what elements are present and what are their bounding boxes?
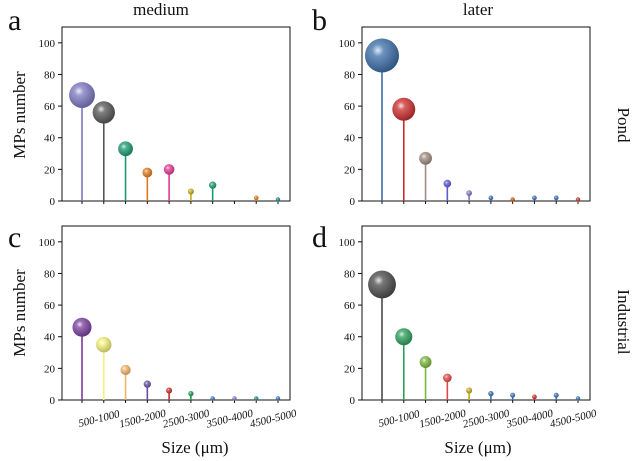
lollipop-head-shine xyxy=(532,195,537,201)
y-tick-label: 60 xyxy=(344,300,356,312)
lollipop-head-shine xyxy=(253,195,259,201)
y-tick-label: 0 xyxy=(350,395,356,407)
lollipop-head-shine xyxy=(142,167,153,178)
lollipop-head-shine xyxy=(187,188,194,195)
plot-frame xyxy=(61,225,291,401)
y-tick-label: 20 xyxy=(44,164,56,176)
y-tick-label: 0 xyxy=(50,395,56,407)
lollipop-head-shine xyxy=(166,387,173,394)
y-tick-label: 20 xyxy=(44,363,56,375)
lollipop-head-shine xyxy=(275,197,281,202)
y-tick-label: 80 xyxy=(44,268,56,280)
y-tick-label: 40 xyxy=(44,133,56,145)
panel-letter-b: b xyxy=(312,4,327,37)
y-tick-label: 20 xyxy=(344,363,356,375)
y-tick-label: 80 xyxy=(44,69,56,81)
y-tick-label: 60 xyxy=(344,101,356,113)
panel-b: b 0 20 40 60 80 100 xyxy=(312,4,591,208)
lollipop-head-shine xyxy=(163,164,175,175)
y-tick-label: 40 xyxy=(344,133,356,145)
panel-d: d 0 20 40 60 80 100 500-10001500-20002500-30003… xyxy=(312,221,598,431)
x-axis-label-right: Size (μm) xyxy=(444,438,511,457)
x-category-label: 500-1000 xyxy=(77,408,121,430)
row-label-pond: Pond xyxy=(614,108,633,143)
lollipop-head-shine xyxy=(210,396,215,401)
lollipop-head-shine xyxy=(395,328,413,346)
lollipop-head-shine xyxy=(443,373,452,383)
lollipop-head-shine xyxy=(254,396,259,401)
y-tick-label: 80 xyxy=(344,69,356,81)
lollipop-head-shine xyxy=(466,387,473,394)
x-category-label: 500-1000 xyxy=(377,408,421,430)
column-title-later: later xyxy=(463,0,494,19)
y-tick-label: 20 xyxy=(344,164,356,176)
y-axis-label-top: MPs number xyxy=(10,71,29,159)
lollipop-head-shine xyxy=(143,380,151,388)
lollipop-head-shine xyxy=(575,396,581,401)
lollipop-head-shine xyxy=(232,396,237,401)
plot-frame xyxy=(361,225,591,401)
x-category-label: 1500-2000 xyxy=(118,407,168,430)
lollipop-head-shine xyxy=(118,141,133,157)
x-category-label: 1500-2000 xyxy=(418,407,468,430)
lollipop-head-shine xyxy=(510,392,516,398)
y-tick-label: 100 xyxy=(339,38,356,50)
lollipop-head-shine xyxy=(275,396,281,401)
y-tick-label: 100 xyxy=(339,237,356,249)
x-category-label: 2500-3000 xyxy=(462,407,512,430)
x-category-label: 3500-4000 xyxy=(204,407,255,431)
row-label-industrial: Industrial xyxy=(614,289,633,354)
lollipop-head-shine xyxy=(72,317,92,337)
lollipop-head-shine xyxy=(392,97,416,121)
column-title-medium: medium xyxy=(133,0,189,19)
x-axis-label-left: Size (μm) xyxy=(161,438,228,457)
lollipop-head-shine xyxy=(69,82,95,108)
lollipop-head-shine xyxy=(368,270,396,299)
plot-frame xyxy=(61,26,291,202)
lollipop-head-shine xyxy=(532,394,537,400)
panel-a: a 0 20 40 60 80 100 xyxy=(8,4,291,208)
lollipop-head-shine xyxy=(120,364,131,376)
y-tick-label: 0 xyxy=(350,196,356,208)
y-tick-label: 40 xyxy=(344,332,356,344)
plot-frame xyxy=(361,26,591,202)
lollipop-head-shine xyxy=(209,181,217,189)
lollipop-head-shine xyxy=(553,392,559,398)
y-tick-label: 60 xyxy=(44,300,56,312)
panel-letter-a: a xyxy=(8,4,21,37)
x-category-label: 3500-4000 xyxy=(504,407,555,431)
lollipop-head-shine xyxy=(553,195,559,201)
y-tick-label: 100 xyxy=(39,237,56,249)
lollipop-head-shine xyxy=(488,195,494,201)
lollipop-head-shine xyxy=(488,391,494,397)
lollipop-head-shine xyxy=(575,197,581,202)
lollipop-head-shine xyxy=(188,391,194,397)
y-tick-label: 0 xyxy=(50,196,56,208)
lollipop-head-shine xyxy=(96,336,112,353)
lollipop-head-shine xyxy=(365,38,399,73)
panel-c: c 0 20 40 60 80 100 500-10001500-20002500-30003… xyxy=(8,221,298,431)
lollipop-head-shine xyxy=(419,356,432,368)
panel-letter-c: c xyxy=(8,221,21,254)
x-category-label: 4500-5000 xyxy=(549,407,599,430)
x-category-label: 4500-5000 xyxy=(249,407,299,430)
lollipop-head-shine xyxy=(466,190,472,196)
lollipop-head-shine xyxy=(510,197,515,202)
lollipop-head-shine xyxy=(92,101,115,124)
y-tick-label: 100 xyxy=(39,38,56,50)
x-category-label: 2500-3000 xyxy=(162,407,212,430)
lollipop-head-shine xyxy=(443,179,452,188)
y-axis-label-bottom: MPs number xyxy=(10,269,29,357)
panel-letter-d: d xyxy=(312,221,327,254)
y-tick-label: 60 xyxy=(44,101,56,113)
y-tick-label: 40 xyxy=(44,332,56,344)
y-tick-label: 80 xyxy=(344,268,356,280)
lollipop-head-shine xyxy=(419,151,432,165)
